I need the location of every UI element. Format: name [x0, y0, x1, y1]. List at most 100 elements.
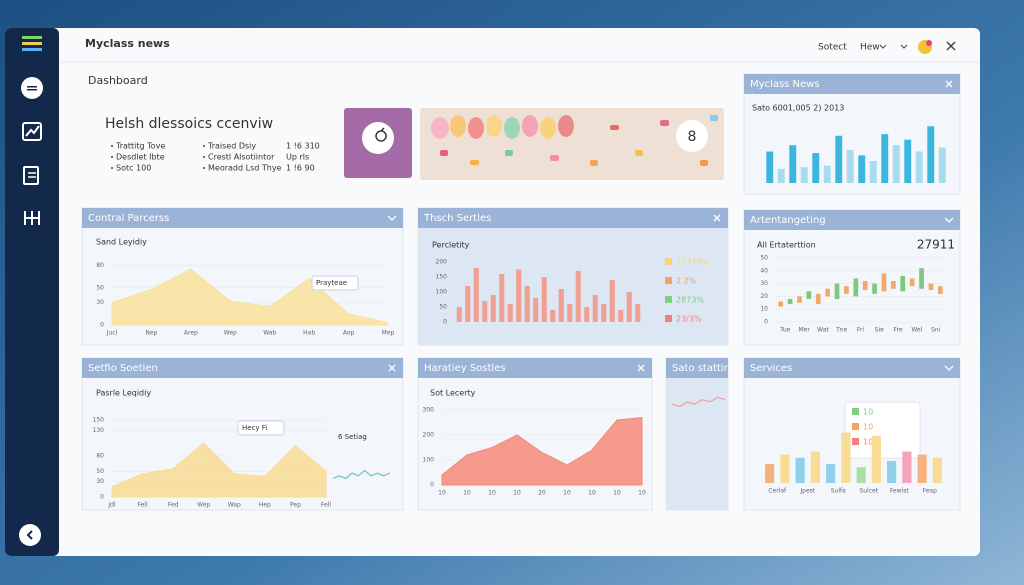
bar [473, 268, 479, 322]
legend-swatch [665, 296, 672, 303]
y-tick-label: 30 [760, 280, 768, 287]
bar [795, 457, 805, 483]
bar [499, 274, 505, 322]
bar [810, 451, 820, 483]
legend-label: 10 [863, 408, 873, 417]
legend-swatch [852, 408, 859, 415]
y-tick-label: 0 [100, 322, 104, 329]
x-tick-label: Tne [835, 327, 847, 334]
x-tick-label: Jdl [107, 502, 116, 509]
panel-value: 27911 [917, 238, 955, 252]
range-bar [797, 296, 802, 303]
panel-subtitle: Percletity [432, 241, 470, 250]
y-tick-label: 80 [96, 452, 104, 459]
legend-label: 23/3% [676, 315, 702, 324]
overview-item: Desdlet Ibte [116, 153, 165, 162]
range-bar [806, 291, 812, 299]
y-tick-label: 150 [93, 417, 105, 424]
sparkline [671, 396, 726, 408]
x-tick-label: Tue [779, 327, 791, 334]
range-bar [928, 283, 934, 290]
legend-swatch [665, 258, 672, 265]
sidebar-icons[interactable] [19, 36, 43, 546]
x-tick-label: 10 [613, 490, 621, 497]
close-icon[interactable] [637, 364, 645, 372]
close-icon[interactable] [945, 80, 953, 88]
bar [881, 134, 889, 183]
annotation-box [311, 275, 359, 291]
range-bar [872, 283, 877, 294]
bar [592, 295, 598, 322]
legend-label: 10 [863, 438, 873, 447]
overview-item: Up rls [286, 153, 309, 162]
y-tick-label: 130 [93, 427, 105, 434]
x-tick-label: Pep [290, 502, 301, 509]
range-bar [778, 301, 784, 307]
collapse-icon[interactable] [944, 365, 954, 371]
x-tick-label: Feap [923, 488, 937, 495]
collapse-icon[interactable] [944, 217, 954, 223]
x-tick-label: Wep [197, 502, 210, 509]
x-tick-label: 10 [513, 490, 521, 497]
annotation: Hecy Fi [242, 424, 267, 432]
bar [626, 292, 632, 322]
range-bar [815, 293, 821, 305]
header-action[interactable]: Hew [860, 43, 880, 53]
bar [938, 147, 946, 183]
range-bar [891, 281, 896, 289]
x-tick-label: 10 [588, 490, 596, 497]
bar [856, 467, 866, 483]
y-tick-label: 30 [96, 299, 104, 306]
panel-header [82, 358, 403, 378]
collapse-icon[interactable] [387, 215, 397, 221]
panel-title: Myclass News [750, 79, 820, 90]
overview-item: 1 !6 310 [286, 142, 320, 151]
legend-label: 10 [863, 423, 873, 432]
bar [915, 151, 923, 183]
page-title: Dashboard [88, 74, 148, 87]
bar [490, 295, 496, 322]
y-tick-label: 300 [423, 407, 435, 414]
app-title: Myclass news [85, 37, 170, 50]
overview-item: Crestl Alsotiintor [208, 153, 275, 162]
panel-subtitle: All Ertaterttion [757, 241, 816, 250]
bar [887, 460, 897, 483]
bar [927, 126, 935, 183]
sidebar [5, 28, 59, 556]
bar [892, 145, 900, 183]
header-action[interactable]: Sotect [818, 43, 847, 53]
y-tick-label: 0 [430, 482, 434, 489]
bar [558, 289, 564, 322]
panel-header [666, 358, 728, 378]
close-icon[interactable] [388, 364, 396, 372]
bar [601, 304, 607, 322]
overview-title: Helsh dlessoics ccenviw [105, 116, 273, 132]
close-icon[interactable] [946, 41, 956, 51]
badge [676, 120, 708, 152]
bar [635, 304, 641, 322]
area [111, 442, 327, 498]
y-tick-label: 50 [760, 255, 768, 262]
bar [800, 167, 808, 183]
close-icon[interactable] [713, 214, 721, 222]
legend-swatch [852, 423, 859, 430]
food-image [420, 108, 724, 180]
panel-title: Setfio Soetien [88, 363, 158, 374]
x-tick-label: 10 [563, 490, 571, 497]
badge-label: 8 [688, 129, 697, 145]
range-bar [844, 286, 849, 294]
overview-item: Meoradd Lsd Thye [208, 164, 282, 173]
x-tick-label: Wep [224, 330, 237, 337]
tile-icon [362, 122, 394, 154]
x-tick-label: Cerlaf [768, 488, 787, 495]
dropdown-icon[interactable] [879, 44, 908, 49]
y-tick-label: 20 [760, 293, 768, 300]
bar [465, 286, 471, 322]
range-bar [881, 273, 887, 292]
x-tick-label: Jucl [106, 330, 118, 337]
bar [826, 464, 836, 483]
panel-header [418, 358, 652, 378]
avatar-dot [926, 40, 932, 46]
bar [841, 432, 851, 483]
